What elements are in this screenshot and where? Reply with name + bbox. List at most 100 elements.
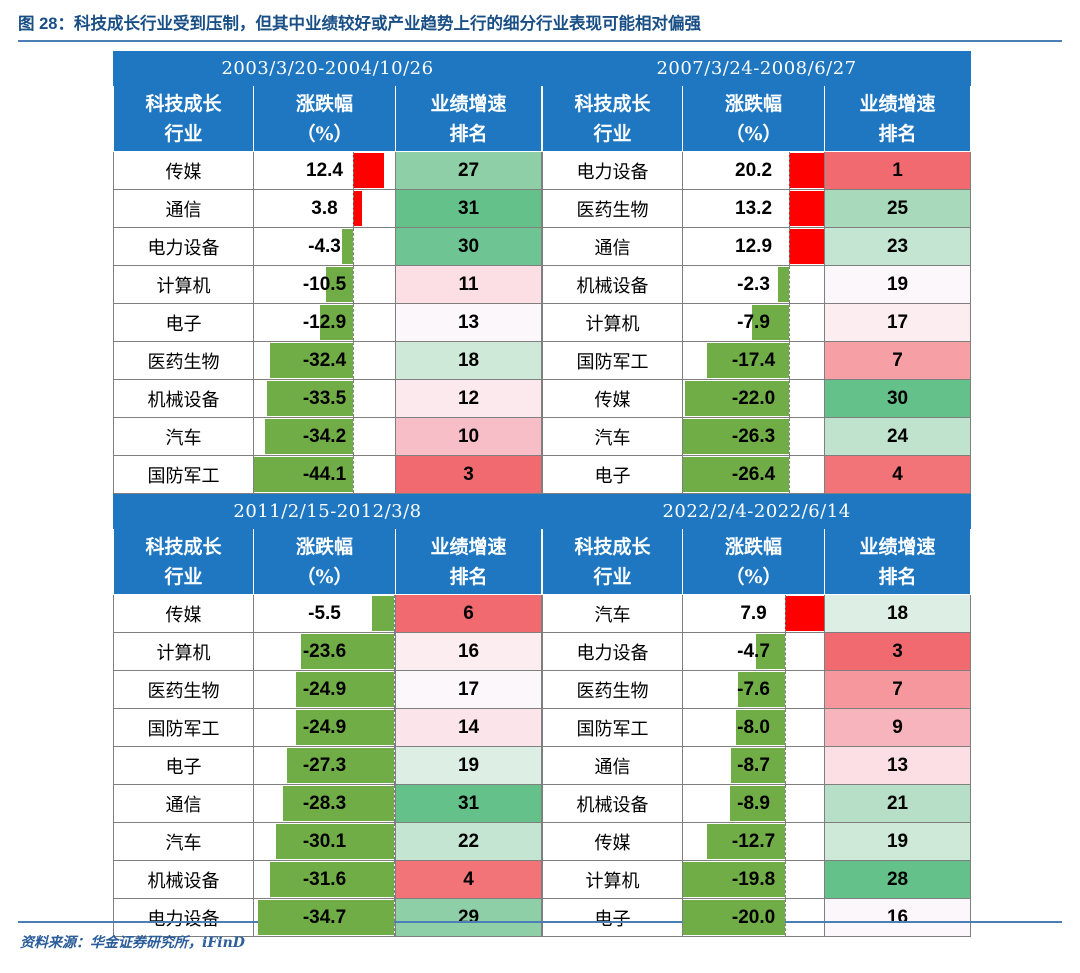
rank-cell: 19 [824,265,972,304]
period-label: 2007/3/24-2008/6/27 [542,51,972,86]
industry-cell: 计算机 [542,860,684,899]
rank-cell: 7 [824,341,972,380]
figure-label: 图 28 [18,15,58,33]
table-row[interactable]: 计算机 -19.8 28 [542,860,972,899]
rank-cell: 17 [824,303,972,342]
table-row[interactable]: 传媒 12.4 27 [113,151,543,190]
change-cell: -34.7 [253,898,396,937]
table-row[interactable]: 传媒 -22.0 30 [542,379,972,418]
change-bar [755,634,785,669]
change-cell: -32.4 [253,341,396,380]
table-row[interactable]: 电力设备 -34.7 29 [113,898,543,937]
table-row[interactable]: 电子 -20.0 16 [542,898,972,937]
change-cell: 12.4 [253,151,396,190]
col-header-industry: 科技成长 行业 [542,85,684,152]
industry-cell: 传媒 [542,822,684,861]
change-value: -7.6 [737,678,770,700]
table-row[interactable]: 汽车 7.9 18 [542,594,972,633]
table-row[interactable]: 机械设备 -2.3 19 [542,265,972,304]
change-bar [296,672,394,707]
change-value: -4.3 [308,235,341,257]
change-value: -8.7 [737,754,770,776]
table-row[interactable]: 机械设备 -33.5 12 [113,379,543,418]
change-cell: -2.3 [682,265,826,304]
industry-cell: 电子 [542,898,684,937]
change-cell: -12.9 [253,303,396,342]
column-header-row: 科技成长 行业 涨跌幅 （%） 业绩增速 排名 [542,528,972,595]
change-bar [275,824,394,859]
zero-axis-line [393,785,395,822]
change-value: -24.9 [302,678,347,700]
table-row[interactable]: 电力设备 -4.7 3 [542,632,972,671]
table-row[interactable]: 电子 -27.3 19 [113,746,543,785]
industry-cell: 通信 [542,227,684,266]
table-row[interactable]: 医药生物 -32.4 18 [113,341,543,380]
table-row[interactable]: 机械设备 -31.6 4 [113,860,543,899]
change-bar [683,900,785,935]
table-row[interactable]: 电子 -12.9 13 [113,303,543,342]
rank-cell: 14 [394,708,543,747]
change-value: -20.0 [731,906,776,928]
change-cell: -22.0 [682,379,826,418]
industry-cell: 医药生物 [113,341,254,380]
table-row[interactable]: 计算机 -23.6 16 [113,632,543,671]
table-row[interactable]: 传媒 -12.7 19 [542,822,972,861]
change-bar [683,419,789,454]
table-row[interactable]: 国防军工 -44.1 3 [113,455,543,494]
change-value: -17.4 [731,349,776,371]
table-row[interactable]: 汽车 -26.3 24 [542,417,972,456]
zero-axis-line [784,709,786,746]
col-header-rank: 业绩增速 排名 [394,528,543,595]
footer-divider [18,921,1062,923]
change-value: -24.9 [302,716,347,738]
change-cell: -4.7 [682,632,826,671]
table-row[interactable]: 医药生物 13.2 25 [542,189,972,228]
column-header-row: 科技成长 行业 涨跌幅 （%） 业绩增速 排名 [542,85,972,152]
title-divider [18,40,1062,42]
change-bar [325,267,353,302]
rank-cell: 3 [824,632,972,671]
table-row[interactable]: 计算机 -7.9 17 [542,303,972,342]
change-bar [685,381,789,416]
table-row[interactable]: 传媒 -5.5 6 [113,594,543,633]
table-row[interactable]: 通信 3.8 31 [113,189,543,228]
table-row[interactable]: 国防军工 -8.0 9 [542,708,972,747]
change-value: 12.9 [735,235,773,257]
change-bar [301,634,394,669]
zero-axis-line [784,671,786,708]
table-row[interactable]: 机械设备 -8.9 21 [542,784,972,823]
rank-cell: 10 [394,417,543,456]
table-row[interactable]: 通信 -28.3 31 [113,784,543,823]
change-cell: -24.9 [253,708,396,747]
industry-cell: 机械设备 [113,860,254,899]
table-row[interactable]: 电子 -26.4 4 [542,455,972,494]
table-row[interactable]: 电力设备 -4.3 30 [113,227,543,266]
panel-pair: 2011/2/15-2012/3/8 科技成长 行业 涨跌幅 （%） 业绩增速 排名 传媒 -5… [112,494,972,937]
industry-cell: 电力设备 [542,632,684,671]
industry-cell: 汽车 [113,417,254,456]
table-row[interactable]: 通信 12.9 23 [542,227,972,266]
table-row[interactable]: 国防军工 -24.9 14 [113,708,543,747]
zero-axis-line [788,304,790,341]
rank-cell: 4 [394,860,543,899]
table-row[interactable]: 汽车 -30.1 22 [113,822,543,861]
industry-cell: 医药生物 [542,670,684,709]
table-row[interactable]: 通信 -8.7 13 [542,746,972,785]
industry-cell: 计算机 [113,632,254,671]
change-bar [737,672,785,707]
table-row[interactable]: 汽车 -34.2 10 [113,417,543,456]
table-row[interactable]: 医药生物 -24.9 17 [113,670,543,709]
table-row[interactable]: 电力设备 20.2 1 [542,151,972,190]
change-bar [729,786,785,821]
industry-cell: 电力设备 [113,898,254,937]
industry-cell: 传媒 [113,594,254,633]
change-cell: -7.9 [682,303,826,342]
table-row[interactable]: 国防军工 -17.4 7 [542,341,972,380]
change-value: -8.9 [737,792,770,814]
industry-cell: 机械设备 [542,784,684,823]
change-cell: -17.4 [682,341,826,380]
table-row[interactable]: 医药生物 -7.6 7 [542,670,972,709]
zero-axis-line [788,228,790,265]
col-header-industry: 科技成长 行业 [113,528,254,595]
table-row[interactable]: 计算机 -10.5 11 [113,265,543,304]
